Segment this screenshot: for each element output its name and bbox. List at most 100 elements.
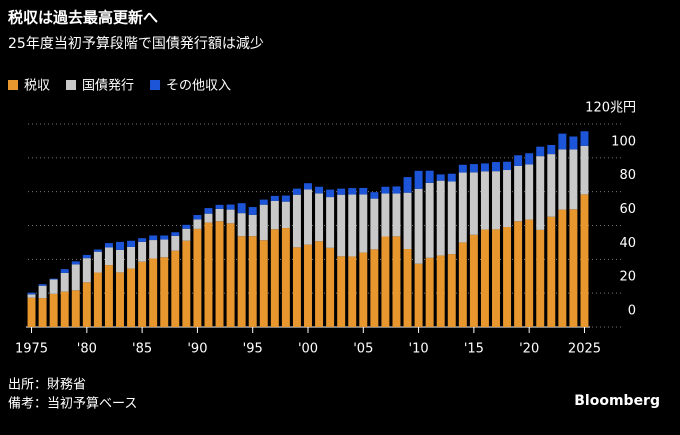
bar-segment (525, 153, 534, 165)
bar-segment (414, 188, 423, 264)
bar-segment (370, 192, 379, 199)
bar-segment (304, 183, 312, 190)
bar-segment (326, 189, 335, 198)
y-tick-label: 0 (628, 304, 636, 319)
x-tick-label: '10 (409, 342, 429, 357)
bar-segment (270, 229, 279, 327)
bar-segment (403, 177, 412, 193)
chart-subtitle: 25年度当初予算段階で国債発行額は減少 (8, 35, 264, 52)
bar-segment (392, 186, 401, 194)
bar-segment (71, 290, 80, 327)
bar-segment (514, 221, 523, 327)
bar-segment (104, 247, 113, 266)
bar-segment (292, 194, 301, 248)
bar-segment (248, 207, 257, 215)
bar-segment (458, 242, 467, 327)
legend-swatch (150, 80, 161, 90)
bar-segment (436, 180, 445, 256)
bar-segment (337, 188, 346, 195)
bar-segment (469, 234, 478, 327)
bar-segment (425, 170, 434, 183)
y-tick-label: 20 (619, 270, 636, 285)
bar-segment (381, 236, 390, 327)
bar-segment (116, 241, 124, 250)
bar-segment (93, 249, 102, 252)
x-tick-label: 1975 (15, 342, 48, 357)
bar-segment (558, 209, 567, 327)
bar-segment (458, 164, 467, 173)
bar-segment (160, 257, 169, 327)
bar-segment (116, 249, 124, 273)
bar-segment (259, 204, 268, 241)
bar-segment (215, 221, 224, 327)
bar-segment (492, 171, 500, 230)
legend-swatch (8, 80, 18, 90)
bar-segment (204, 208, 213, 214)
bar-segment (193, 219, 202, 229)
bar-segment (116, 272, 124, 327)
bar-segment (71, 261, 80, 265)
bar-segment (204, 222, 213, 327)
bar-segment (292, 188, 301, 195)
bar-segment (27, 292, 36, 295)
bar-segment (381, 186, 390, 194)
bar-segment (525, 219, 534, 327)
bar-segment (149, 258, 158, 327)
bar-segment (315, 186, 324, 194)
y-tick-label: 60 (619, 202, 636, 217)
source: 出所：財務省 (8, 378, 86, 393)
y-tick-label: 100 (611, 134, 636, 149)
bar-segment (38, 298, 47, 327)
bar-segment (447, 173, 456, 182)
bar-segment (60, 269, 69, 273)
bar-segment (60, 272, 69, 292)
bar-segment (337, 194, 346, 257)
legend-label: 税収 (24, 79, 50, 94)
bar-segment (237, 213, 246, 237)
x-tick-label: '00 (298, 342, 318, 357)
note: 備考：当初予算ベース (8, 396, 137, 412)
legend-label: 国債発行 (82, 79, 134, 94)
bar-segment (547, 144, 556, 155)
bar-segment (182, 224, 191, 229)
bar-segment (525, 164, 534, 220)
bar-segment (270, 195, 279, 201)
bar-segment (182, 240, 191, 327)
bar-segment (281, 195, 290, 202)
x-tick-label: '90 (187, 342, 207, 357)
bar-segment (138, 238, 147, 242)
bar-segment (292, 247, 301, 327)
bar-segment (127, 246, 136, 269)
chart-title: 税収は過去最高更新へ (8, 9, 158, 27)
bar-segment (93, 251, 102, 273)
bar-segment (425, 257, 434, 327)
bar-segment (547, 216, 556, 327)
bar-segment (71, 264, 80, 291)
bar-segment (49, 293, 58, 327)
bar-segment (458, 172, 467, 243)
bar-segment (359, 194, 368, 253)
bar-segment (480, 163, 489, 172)
bar-segment (403, 192, 412, 250)
bar-segment (469, 172, 478, 235)
bar-segment (49, 278, 58, 280)
bar-segment (93, 272, 102, 327)
bar-segment (337, 256, 346, 327)
bar-segment (127, 268, 136, 327)
bar-segment (38, 285, 47, 299)
bar-segment (480, 171, 489, 230)
bar-segment (226, 223, 235, 327)
bar-segment (104, 265, 113, 327)
bar-segment (226, 204, 235, 210)
bar-segment (49, 279, 58, 294)
bar-segment (82, 282, 91, 327)
bar-segment (536, 229, 545, 327)
x-tick-label: '20 (519, 342, 539, 357)
bar-segment (514, 165, 523, 222)
bar-segment (104, 243, 113, 248)
bar-segment (569, 136, 578, 150)
bar-segment (326, 197, 335, 248)
bar-segment (503, 161, 512, 171)
bar-segment (226, 209, 235, 224)
bar-segment (281, 228, 290, 327)
